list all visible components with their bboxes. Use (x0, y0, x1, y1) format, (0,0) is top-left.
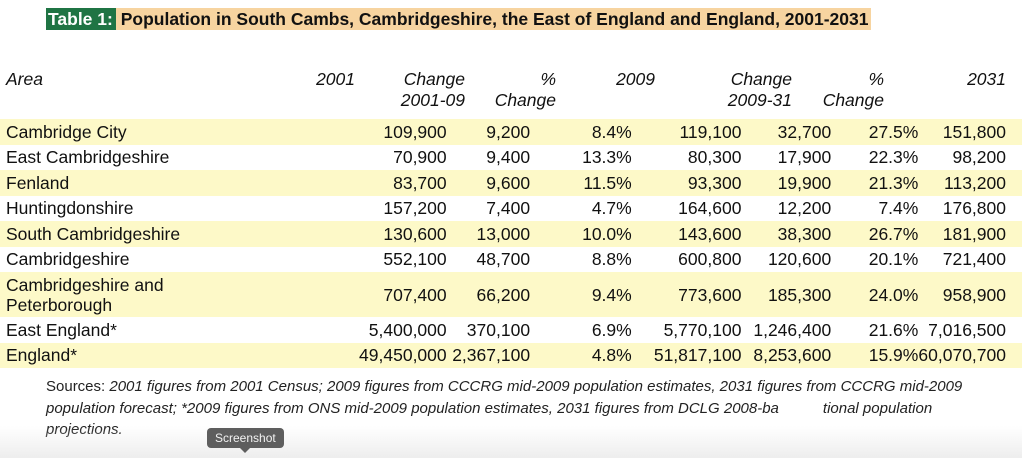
header-2031: 2031 (967, 69, 1006, 89)
table-title-text: Population in South Cambs, Cambridgeshir… (115, 8, 871, 30)
header-change-2001-09: Change 2001-09 (400, 69, 465, 110)
header-pct-change-2: % Change (822, 69, 884, 110)
table-number-tag: Table 1: (46, 8, 116, 30)
table-row: East England* 5,400,000 370,100 6.9% 5,7… (6, 319, 1006, 340)
population-table: Cambridge City 109,900 9,200 8.4% 119,10… (0, 119, 1022, 368)
table-row: Cambridgeshire 552,100 48,700 8.8% 600,8… (6, 249, 1006, 270)
table-row: East Cambridgeshire 70,900 9,400 13.3% 8… (6, 147, 1006, 168)
table-row: Fenland 83,700 9,600 11.5% 93,300 19,900… (0, 170, 1022, 196)
table-row: South Cambridgeshire 130,600 13,000 10.0… (0, 221, 1022, 247)
header-pct-change-1: % Change (494, 69, 556, 110)
header-2009: 2009 (616, 69, 655, 89)
header-area: Area (6, 69, 43, 89)
table-row: Huntingdonshire 157,200 7,400 4.7% 164,6… (6, 198, 1006, 219)
screenshot-tooltip: Screenshot (207, 428, 284, 453)
header-change-2009-31: Change 2009-31 (727, 69, 792, 110)
sources-note: Sources: 2001 figures from 2001 Census; … (46, 378, 963, 438)
table-row: England* 49,450,000 2,367,100 4.8% 51,81… (0, 342, 1022, 368)
header-2001: 2001 (316, 69, 355, 89)
table-title: Table 1: Population in South Cambs, Camb… (46, 8, 996, 30)
table-row: Cambridgeshire and Peterborough 707,400 6… (0, 272, 1022, 317)
table-row: Cambridge City 109,900 9,200 8.4% 119,10… (0, 119, 1022, 145)
